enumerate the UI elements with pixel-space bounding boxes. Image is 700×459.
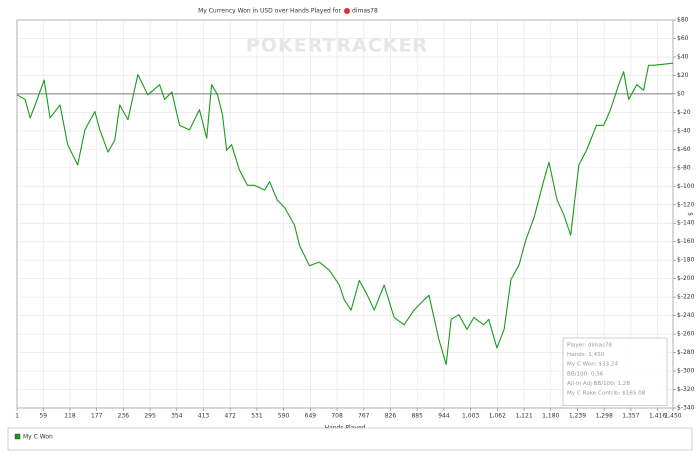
y-tick-label: $-300 bbox=[677, 368, 695, 375]
x-tick-label: 885 bbox=[411, 413, 423, 420]
stats-line: BB/100: 0.56 bbox=[567, 371, 604, 377]
stats-line: All-In Adj BB/100: 1.28 bbox=[567, 381, 630, 387]
chart-title: My Currency Won in USD over Hands Played… bbox=[198, 8, 341, 15]
x-tick-label: 649 bbox=[305, 413, 317, 420]
series-line bbox=[16, 62, 674, 366]
x-tick-label: 944 bbox=[438, 413, 450, 420]
x-tick-label: 708 bbox=[331, 413, 343, 420]
y-tick-label: $-280 bbox=[677, 349, 695, 356]
x-tick-label: 1,239 bbox=[569, 413, 586, 420]
chart-title-player: dimas78 bbox=[352, 8, 378, 15]
stats-line: My C Won: $33.24 bbox=[567, 362, 618, 368]
y-tick-label: $40 bbox=[677, 53, 689, 60]
y-tick-label: $-320 bbox=[677, 386, 695, 393]
legend-label: My C Won bbox=[23, 434, 53, 441]
legend-swatch bbox=[14, 433, 21, 440]
y-tick-label: $-140 bbox=[677, 220, 695, 227]
y-tick-label: $-60 bbox=[677, 146, 691, 153]
x-tick-label: 59 bbox=[39, 413, 47, 420]
x-tick-label: 1,416 bbox=[649, 413, 666, 420]
stats-line: Hands: 1,450 bbox=[567, 352, 605, 358]
x-tick-label: 1,121 bbox=[515, 413, 532, 420]
y-tick-label: $0 bbox=[677, 90, 685, 97]
y-tick-label: $-100 bbox=[677, 183, 695, 190]
player-icon bbox=[344, 8, 350, 14]
y-tick-label: $-40 bbox=[677, 127, 691, 134]
stats-box bbox=[562, 337, 668, 406]
y-tick-label: $-20 bbox=[677, 109, 691, 116]
y-tick-label: $-80 bbox=[677, 164, 691, 171]
x-tick-label: 531 bbox=[251, 413, 263, 420]
x-tick-label: 1,357 bbox=[622, 413, 639, 420]
x-tick-label: 1,180 bbox=[542, 413, 559, 420]
y-tick-label: $-200 bbox=[677, 275, 695, 282]
y-tick-label: $-240 bbox=[677, 312, 695, 319]
legend-box bbox=[7, 427, 693, 451]
stats-line: Player: dimas78 bbox=[567, 343, 612, 349]
y-tick-label: $-340 bbox=[677, 405, 695, 412]
x-tick-label: 236 bbox=[118, 413, 130, 420]
y-tick-label: $-220 bbox=[677, 294, 695, 301]
x-tick-label: 1,062 bbox=[489, 413, 506, 420]
stats-line: My C Rake Contrib: $165.08 bbox=[567, 391, 646, 397]
y-tick-label: $-180 bbox=[677, 257, 695, 264]
x-tick-label: 767 bbox=[358, 413, 370, 420]
x-tick-label: 118 bbox=[64, 413, 76, 420]
y-tick-label: $-260 bbox=[677, 331, 695, 338]
y-tick-label: $80 bbox=[677, 17, 689, 24]
x-tick-label: 413 bbox=[198, 413, 210, 420]
x-tick-label: 295 bbox=[144, 413, 156, 420]
y-axis-label: $ bbox=[687, 212, 694, 216]
x-tick-label: 590 bbox=[278, 413, 290, 420]
y-tick-label: $-160 bbox=[677, 238, 695, 245]
y-tick-label: $60 bbox=[677, 35, 689, 42]
x-tick-label: 1 bbox=[15, 413, 19, 420]
plot-border bbox=[16, 19, 674, 409]
x-tick-label: 1,450 bbox=[664, 413, 681, 420]
x-tick-label: 1,298 bbox=[596, 413, 613, 420]
y-tick-label: $20 bbox=[677, 72, 689, 79]
x-tick-label: 472 bbox=[225, 413, 237, 420]
x-tick-label: 1,003 bbox=[462, 413, 479, 420]
x-tick-label: 177 bbox=[91, 413, 103, 420]
x-tick-label: 354 bbox=[171, 413, 183, 420]
watermark: POKERTRACKER bbox=[246, 35, 428, 57]
x-tick-label: 826 bbox=[385, 413, 397, 420]
y-tick-label: $-120 bbox=[677, 201, 695, 208]
